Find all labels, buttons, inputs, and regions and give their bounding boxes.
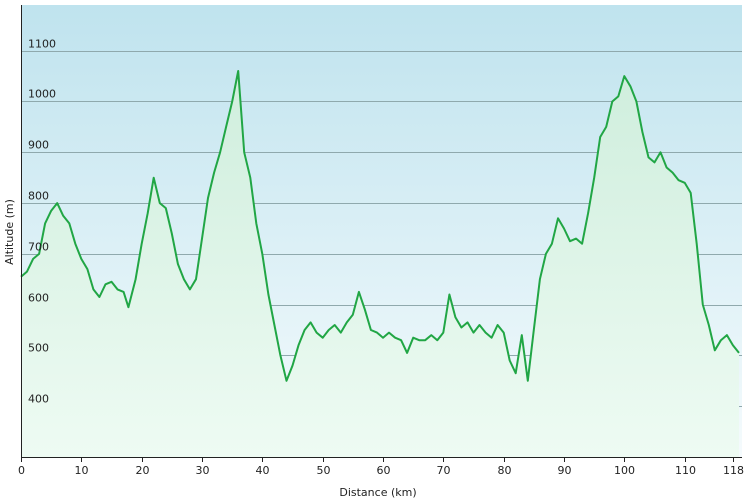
x-tick-label: 60: [377, 464, 391, 477]
y-tick-label: 700: [28, 241, 49, 254]
y-tick-label: 1100: [28, 38, 56, 51]
y-tick-label: 1000: [28, 88, 56, 101]
x-tick-label: 10: [75, 464, 89, 477]
y-axis-title: Altitude (m): [3, 199, 16, 265]
x-tick-label: 118: [723, 464, 744, 477]
y-tick-label: 500: [28, 342, 49, 355]
y-axis-ticks: 400 500 600 700 800 900 1000 1100: [28, 38, 56, 406]
altitude-area-fill: [21, 71, 739, 457]
y-tick-label: 600: [28, 292, 49, 305]
x-tick-label: 80: [498, 464, 512, 477]
x-axis-ticks: 0 10 20 30 40 50 60 70 80 90 100 110 118: [18, 457, 744, 477]
x-axis-title: Distance (km): [339, 486, 416, 499]
x-tick-label: 30: [196, 464, 210, 477]
y-tick-label: 400: [28, 393, 49, 406]
x-tick-label: 70: [437, 464, 451, 477]
x-tick-label: 50: [317, 464, 331, 477]
x-tick-label: 0: [18, 464, 25, 477]
y-tick-label: 800: [28, 190, 49, 203]
x-tick-label: 100: [614, 464, 635, 477]
altitude-line: [20, 70, 740, 382]
x-tick-label: 90: [558, 464, 572, 477]
y-tick-label: 900: [28, 139, 49, 152]
x-tick-label: 40: [256, 464, 270, 477]
x-tick-label: 110: [675, 464, 696, 477]
x-tick-label: 20: [136, 464, 150, 477]
